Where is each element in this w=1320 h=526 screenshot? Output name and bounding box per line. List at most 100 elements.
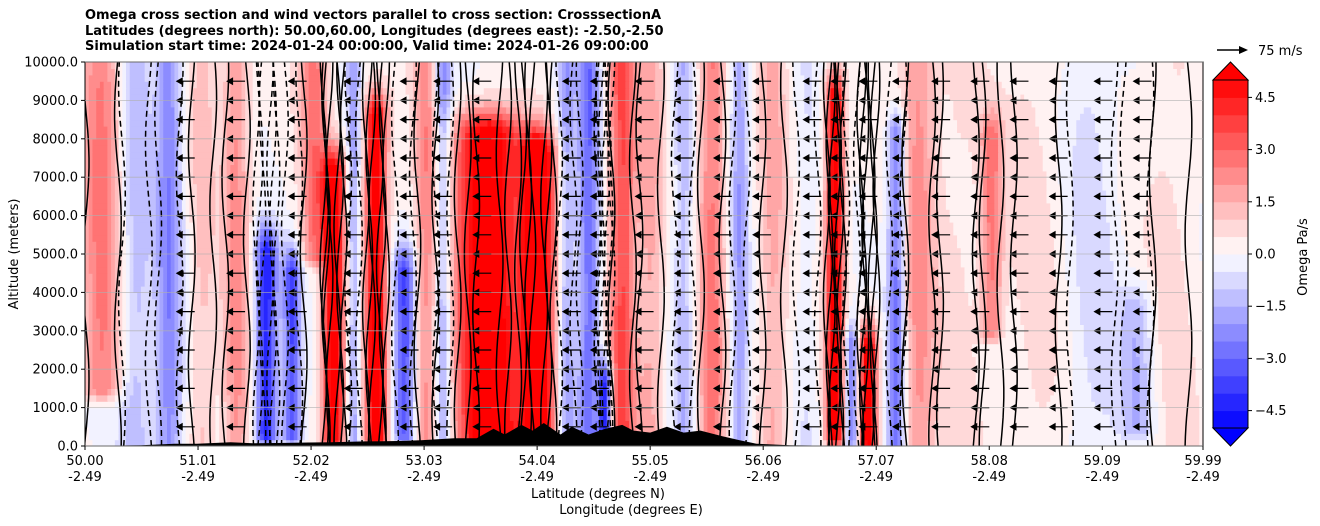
omega-cell [193,273,202,281]
omega-cell [99,324,108,332]
omega-cell [263,407,269,415]
omega-cell [718,375,723,383]
omega-cell [1080,286,1141,293]
omega-cell [591,260,597,268]
omega-cell [230,337,243,345]
omega-cell [357,318,362,325]
omega-cell [472,260,503,268]
omega-cell [699,369,705,377]
omega-cell [442,298,448,306]
omega-cell [398,426,403,434]
omega-cell [174,433,179,441]
omega-cell [871,286,884,293]
omega-cell [1154,350,1163,357]
omega-cell [636,369,641,377]
omega-cell [938,407,980,415]
omega-cell [606,260,612,268]
omega-cell [1087,369,1122,377]
omega-cell [349,375,358,383]
omega-cell [547,260,552,268]
omega-cell [845,356,850,364]
omega-cell [1057,286,1070,293]
omega-cell [357,298,362,306]
omega-cell [286,401,291,409]
omega-cell [889,318,895,325]
omega-cell [558,260,563,268]
omega-cell [379,420,384,428]
omega-cell [185,286,190,293]
omega-cell [610,318,615,325]
omega-cell [435,286,440,293]
omega-cell [580,273,585,281]
omega-cell [301,401,306,409]
omega-cell [398,375,403,383]
omega-cell [286,433,291,441]
omega-cell [226,420,231,428]
omega-cell [394,414,399,421]
omega-cell [1024,330,1059,338]
omega-cell [819,311,824,319]
omega-cell [368,279,373,287]
omega-cell [625,394,630,402]
omega-cell [155,350,161,357]
omega-cell [662,337,667,345]
omega-cell [1076,273,1115,281]
omega-cell [882,311,887,319]
omega-cell [550,330,556,338]
omega-cell [1094,401,1122,409]
omega-cell [819,375,824,383]
omega-cell [599,260,604,268]
omega-cell [845,394,850,402]
omega-cell [781,343,787,351]
omega-cell [368,356,373,364]
omega-cell [248,273,254,281]
omega-cell [658,318,664,325]
omega-cell [737,260,742,268]
omega-cell [755,394,764,402]
omega-cell [226,311,231,319]
omega-cell [416,330,421,338]
omega-cell [439,433,448,441]
omega-cell [155,375,161,383]
omega-cell [696,343,701,351]
omega-cell [453,330,459,338]
omega-cell [159,292,164,300]
omega-cell [547,362,552,370]
omega-cell [584,305,589,313]
omega-cell [431,433,436,441]
omega-cell [513,279,518,287]
omega-cell [301,362,306,370]
omega-cell [662,362,667,370]
omega-cell [800,439,813,446]
omega-cell [524,337,548,345]
omega-cell [878,324,884,332]
omega-cell [85,324,90,332]
omega-cell [912,407,932,415]
omega-cell [245,337,250,345]
omega-cell [200,433,205,441]
omega-cell [703,388,708,396]
omega-cell [412,305,418,313]
omega-cell [617,292,623,300]
omega-cell [368,318,373,325]
omega-cell [405,279,410,287]
omega-cell [222,305,228,313]
omega-cell [118,356,123,364]
omega-cell [629,260,634,268]
omega-cell [793,337,817,345]
omega-cell [599,394,604,402]
omega-cell [1113,273,1141,281]
omega-cell [155,407,161,415]
omega-cell [260,318,265,325]
omega-cell [1147,426,1152,434]
omega-cell [692,369,697,377]
omega-cell [85,401,116,409]
omega-cell [554,356,559,364]
omega-cell [316,286,321,293]
omega-cell [722,362,727,370]
omega-cell [245,343,250,351]
omega-cell [554,337,559,345]
omega-cell [897,362,902,370]
omega-cell [353,286,358,293]
omega-cell [308,401,317,409]
